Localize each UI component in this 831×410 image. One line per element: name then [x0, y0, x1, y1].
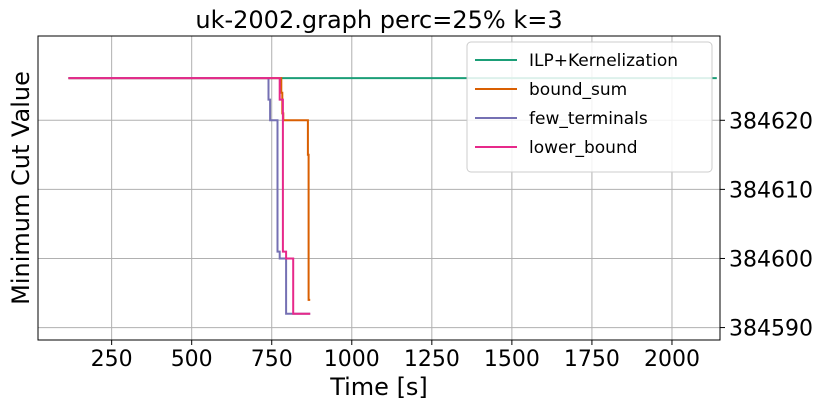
- legend-box: [466, 41, 713, 173]
- legend-label: lower_bound: [529, 138, 638, 158]
- y-tick-label: 384620: [729, 109, 813, 134]
- x-tick-label: 1750: [564, 347, 620, 372]
- x-tick-label: 750: [251, 347, 293, 372]
- x-tick-label: 250: [91, 347, 133, 372]
- x-axis: 250 500 750 1000 1250 1500 1750 2000: [91, 340, 700, 372]
- legend-label: few_terminals: [529, 109, 648, 129]
- y-tick-label: 384610: [729, 178, 813, 203]
- legend-label: bound_sum: [529, 80, 627, 100]
- x-tick-label: 1000: [324, 347, 380, 372]
- x-tick-label: 500: [171, 347, 213, 372]
- y-tick-label: 384590: [729, 317, 813, 342]
- y-tick-label: 384600: [729, 247, 813, 272]
- chart-title: uk-2002.graph perc=25% k=3: [195, 6, 562, 34]
- x-axis-label: Time [s]: [329, 373, 428, 401]
- x-tick-label: 1250: [404, 347, 460, 372]
- legend-label: ILP+Kernelization: [529, 51, 678, 71]
- series-line-few-terminals: [68, 77, 311, 315]
- legend: ILP+Kernelization bound_sum few_terminalsl…: [466, 41, 713, 173]
- plot-frame: [37, 35, 721, 341]
- y-axis: 384590 384600 384610 384620: [720, 109, 813, 342]
- x-tick-label: 2000: [644, 347, 700, 372]
- series-line-lower-bound: [68, 77, 311, 315]
- y-axis-label: Minimum Cut Value: [7, 71, 35, 305]
- x-tick-label: 1500: [484, 347, 540, 372]
